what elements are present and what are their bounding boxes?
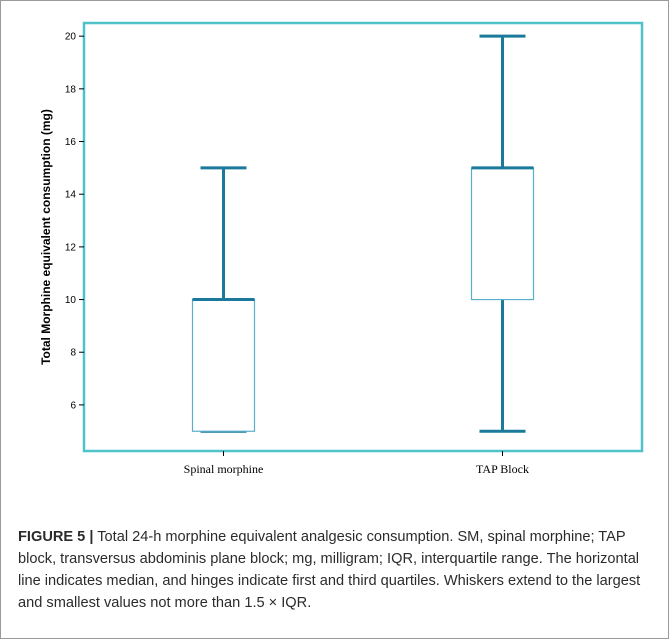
x-category-label-0: Spinal morphine	[184, 462, 264, 476]
x-category-label-1: TAP Block	[476, 462, 529, 476]
caption-label: FIGURE 5 |	[18, 529, 94, 545]
box-spinal-morphine	[191, 166, 256, 433]
y-tick-label-6: 6	[70, 400, 76, 411]
plot-area	[82, 21, 644, 453]
y-tick-label-16: 16	[65, 137, 77, 148]
figure-caption: FIGURE 5 | Total 24-h morphine equivalen…	[18, 526, 656, 614]
y-axis-label: Total Morphine equivalent consumption (m…	[39, 109, 53, 365]
y-axis: 6 8 10 12 14 16 18 20	[65, 32, 84, 411]
box-tap-block	[470, 34, 535, 433]
y-tick-label-20: 20	[65, 32, 77, 43]
y-tick-label-12: 12	[65, 242, 77, 253]
y-tick-label-18: 18	[65, 84, 77, 95]
caption-text: Total 24-h morphine equivalent analgesic…	[18, 529, 641, 611]
boxes	[191, 34, 535, 433]
y-tick-label-8: 8	[70, 348, 76, 359]
iqr-box	[191, 298, 256, 432]
x-axis: Spinal morphine TAP Block	[184, 451, 529, 476]
y-tick-label-14: 14	[65, 190, 77, 201]
y-tick-label-10: 10	[65, 295, 77, 306]
iqr-box	[470, 167, 535, 301]
